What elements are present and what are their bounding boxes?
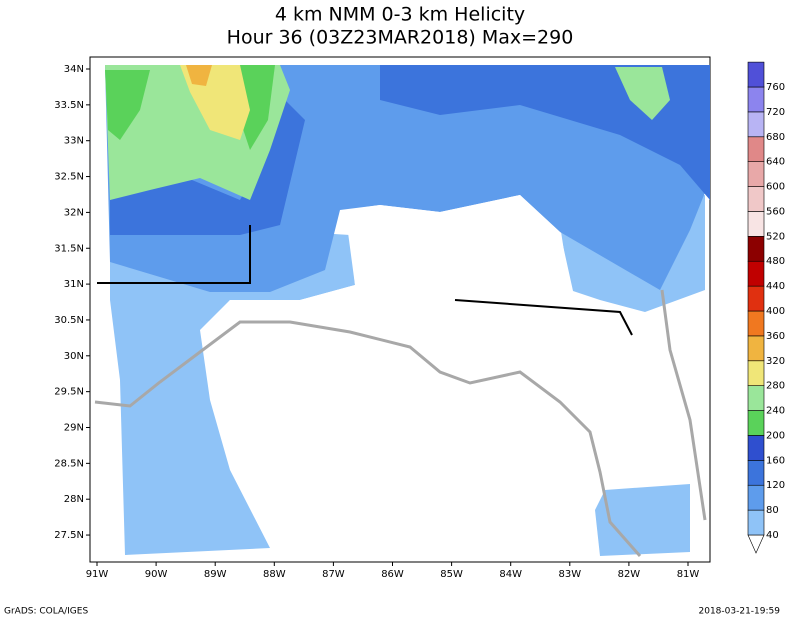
colorbar-label: 160 — [766, 455, 785, 466]
lat-label: 31.5N — [54, 243, 84, 254]
shade-region — [110, 220, 355, 555]
colorbar-box — [747, 310, 765, 337]
colorbar-box — [747, 509, 765, 536]
colorbar-label: 640 — [766, 157, 785, 168]
lon-label: 81W — [677, 569, 700, 580]
shade-region — [110, 95, 305, 235]
lon-label: 86W — [381, 569, 404, 580]
colorbar-box — [747, 484, 765, 511]
lat-label: 33.5N — [54, 100, 84, 111]
colorbar-label: 680 — [766, 132, 785, 143]
colorbar-label: 360 — [766, 331, 785, 342]
lat-label: 30N — [64, 351, 84, 362]
colorbar-box — [747, 460, 765, 486]
colorbar-box — [747, 236, 765, 262]
colorbar-label: 400 — [766, 306, 785, 317]
colorbar-box — [747, 435, 765, 461]
colorbar-label: 200 — [766, 430, 785, 441]
colorbar-box — [747, 360, 765, 386]
axes: 34N 33.5N 33N 32.5N 32N 31.5N 31N 30.5N 30N 29.5N… — [54, 64, 699, 580]
lon-label: 91W — [86, 569, 109, 580]
shade-region — [615, 67, 670, 120]
colorbar-box — [747, 211, 765, 237]
coastline — [660, 289, 707, 521]
lat-label: 30.5N — [54, 315, 84, 326]
colorbar-label: 520 — [766, 231, 785, 242]
map-area — [89, 56, 711, 563]
colorbar-box — [747, 260, 765, 287]
colorbar-box — [747, 161, 765, 187]
lat-label: 33N — [64, 136, 84, 147]
lat-label: 32N — [64, 207, 84, 218]
colorbar-box — [747, 86, 765, 113]
colorbar-box — [747, 335, 765, 362]
title-line: 4 km NMM 0-3 km Helicity — [275, 4, 525, 26]
colorbar: 40 80 120 160 200 240 280 320 360 400 440 480 520 560… — [747, 61, 785, 554]
shade-region — [595, 484, 690, 556]
footer-timestamp: 2018-03-21-19:59 — [699, 607, 781, 617]
colorbar-box — [747, 186, 765, 212]
lat-label: 31N — [64, 279, 84, 290]
colorbar-label: 320 — [766, 356, 785, 367]
shade-region — [205, 195, 600, 382]
colorbar-label: 440 — [766, 281, 785, 292]
shade-region — [186, 65, 212, 86]
colorbar-label: 240 — [766, 406, 785, 417]
colorbar-box — [747, 61, 765, 88]
colorbar-below — [747, 534, 765, 554]
state-border — [97, 225, 251, 284]
lon-label: 82W — [618, 569, 641, 580]
colorbar-box — [747, 385, 765, 411]
lon-label: 84W — [499, 569, 522, 580]
colorbar-label: 280 — [766, 381, 785, 392]
footer-credit: GrADS: COLA/IGES — [4, 607, 88, 617]
colorbar-box — [747, 285, 765, 312]
lat-label: 28.5N — [54, 458, 84, 469]
shade-region — [380, 65, 710, 200]
lon-label: 88W — [263, 569, 286, 580]
lon-label: 85W — [440, 569, 463, 580]
lat-label: 27.5N — [54, 530, 84, 541]
lon-label: 89W — [204, 569, 227, 580]
colorbar-box — [747, 136, 765, 162]
colorbar-label: 720 — [766, 107, 785, 118]
colorbar-label: 560 — [766, 206, 785, 217]
colorbar-box — [747, 111, 765, 138]
state-border — [454, 299, 633, 336]
colorbar-label: 480 — [766, 256, 785, 267]
lon-label: 83W — [558, 569, 581, 580]
colorbar-label: 120 — [766, 480, 785, 491]
colorbar-box — [747, 410, 765, 436]
colorbar-label: 80 — [766, 505, 779, 516]
lat-label: 29.5N — [54, 387, 84, 398]
lat-label: 32.5N — [54, 172, 84, 183]
title-line: Hour 36 (03Z23MAR2018) Max=290 — [227, 27, 574, 49]
colorbar-label: 40 — [766, 530, 779, 541]
lat-label: 34N — [64, 64, 84, 75]
coastline — [94, 320, 642, 557]
colorbar-label: 600 — [766, 182, 785, 193]
shade-region — [105, 70, 150, 140]
lon-label: 87W — [322, 569, 345, 580]
lat-label: 28N — [64, 494, 84, 505]
lon-label: 90W — [145, 569, 168, 580]
colorbar-label: 760 — [766, 82, 785, 93]
lat-label: 29N — [64, 423, 84, 434]
